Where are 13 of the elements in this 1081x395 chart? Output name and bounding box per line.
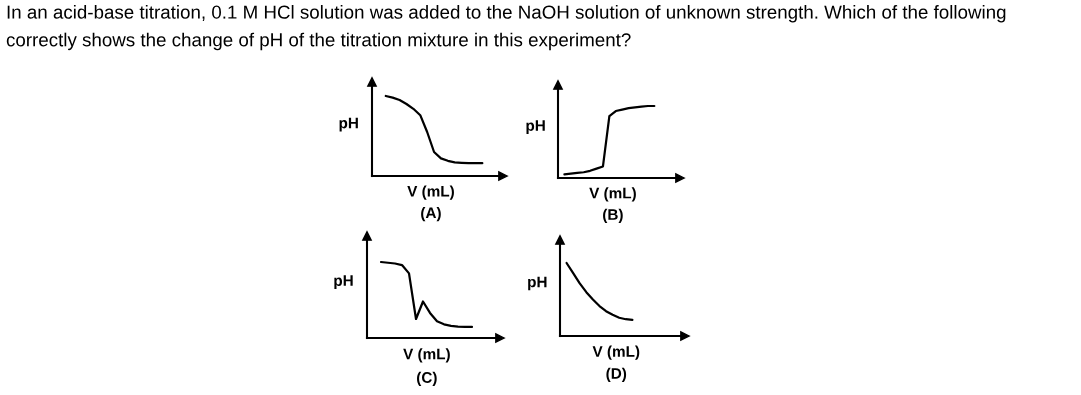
x-axis-title: V (mL)	[592, 345, 640, 360]
y-axis-title: pH	[339, 117, 358, 132]
x-axis-title: V (mL)	[589, 187, 636, 202]
y-axis-title: pH	[526, 120, 545, 134]
text: (A)	[421, 207, 441, 222]
y-axis-title: pH	[528, 276, 547, 291]
y-axis-title: pH	[334, 275, 353, 290]
text: (D)	[606, 367, 627, 382]
text: (B)	[603, 208, 623, 223]
x-axis-title: V (mL)	[407, 185, 454, 200]
chart-title: In an acid-base titration, 0.1 M HCl solution was added to the NaOH solution of unknown strength. Which of the following correctly shows the change of pH of the titration mixture in this experiment?	[6, 5, 1006, 51]
x-axis-title: V (mL)	[403, 348, 450, 363]
text: (C)	[417, 371, 437, 386]
